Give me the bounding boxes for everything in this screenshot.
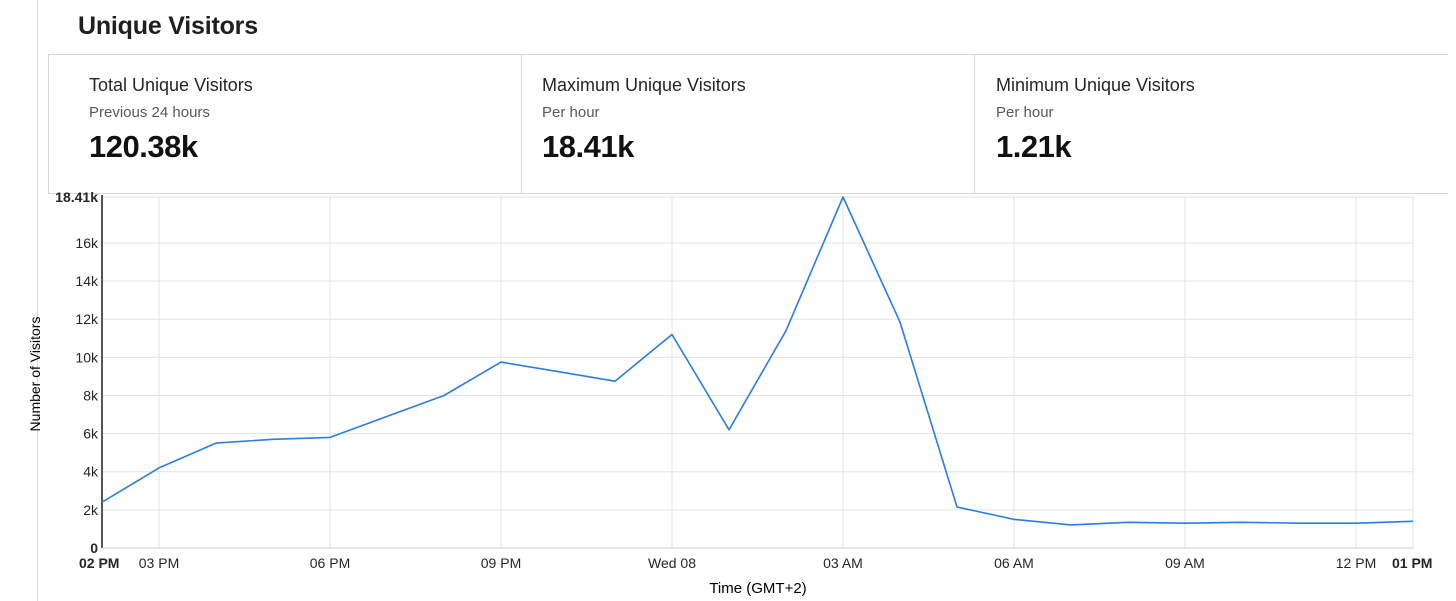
y-tick-label: 10k (75, 349, 99, 365)
stat-card-maximum: Maximum Unique Visitors Per hour 18.41k (521, 55, 974, 193)
chart-axes (101, 195, 1413, 549)
chart-grid (102, 196, 1414, 548)
stat-label: Minimum Unique Visitors (996, 75, 1195, 95)
stat-value: 1.21k (996, 129, 1072, 164)
left-divider (37, 0, 38, 601)
header-divider (48, 54, 1448, 55)
x-tick-label: 03 AM (823, 555, 863, 571)
y-tick-label: 8k (83, 387, 99, 403)
x-tick-label: 06 AM (994, 555, 1034, 571)
y-tick-label: 4k (83, 464, 99, 480)
y-tick-label: 2k (83, 502, 99, 518)
x-tick-label: 12 PM (1336, 555, 1376, 571)
stat-sublabel: Per hour (542, 104, 600, 121)
stat-label: Total Unique Visitors (89, 75, 253, 95)
x-axis-label: Time (GMT+2) (709, 580, 806, 597)
x-tick-label: 06 PM (310, 555, 350, 571)
x-tick-label: 03 PM (139, 555, 179, 571)
y-tick-label: 0 (90, 540, 98, 556)
y-tick-label: 16k (75, 235, 99, 251)
stat-card-total: Total Unique Visitors Previous 24 hours … (48, 55, 521, 193)
x-tick-label: 09 AM (1165, 555, 1205, 571)
stats-divider (48, 193, 1448, 194)
stat-value: 120.38k (89, 129, 198, 164)
stat-sublabel: Previous 24 hours (89, 104, 210, 121)
y-tick-label: 14k (75, 273, 99, 289)
stat-card-minimum: Minimum Unique Visitors Per hour 1.21k (974, 55, 1448, 193)
y-tick-label: 6k (83, 426, 99, 442)
x-tick-label: 02 PM (79, 555, 119, 571)
x-axis-ticks: 02 PM 03 PM 06 PM 09 PM Wed 08 03 AM 06 AM 09 A… (79, 555, 1432, 571)
stat-label: Maximum Unique Visitors (542, 75, 746, 95)
stat-value: 18.41k (542, 129, 634, 164)
y-tick-label: 18.41k (55, 189, 98, 205)
y-axis-label: Number of Visitors (27, 317, 43, 432)
x-tick-label: 01 PM (1392, 555, 1432, 571)
stat-sublabel: Per hour (996, 104, 1054, 121)
x-tick-label: 09 PM (481, 555, 521, 571)
visitors-line-chart: 0 2k 4k 6k 8k 10k 12k 14k 16k 18.41k 02 PM 03 PM 06… (27, 189, 1432, 597)
y-tick-label: 12k (75, 311, 99, 327)
y-axis-ticks: 0 2k 4k 6k 8k 10k 12k 14k 16k 18.41k (55, 189, 99, 556)
series-line (101, 196, 1414, 526)
page-title: Unique Visitors (78, 12, 258, 40)
x-tick-label: Wed 08 (648, 555, 696, 571)
